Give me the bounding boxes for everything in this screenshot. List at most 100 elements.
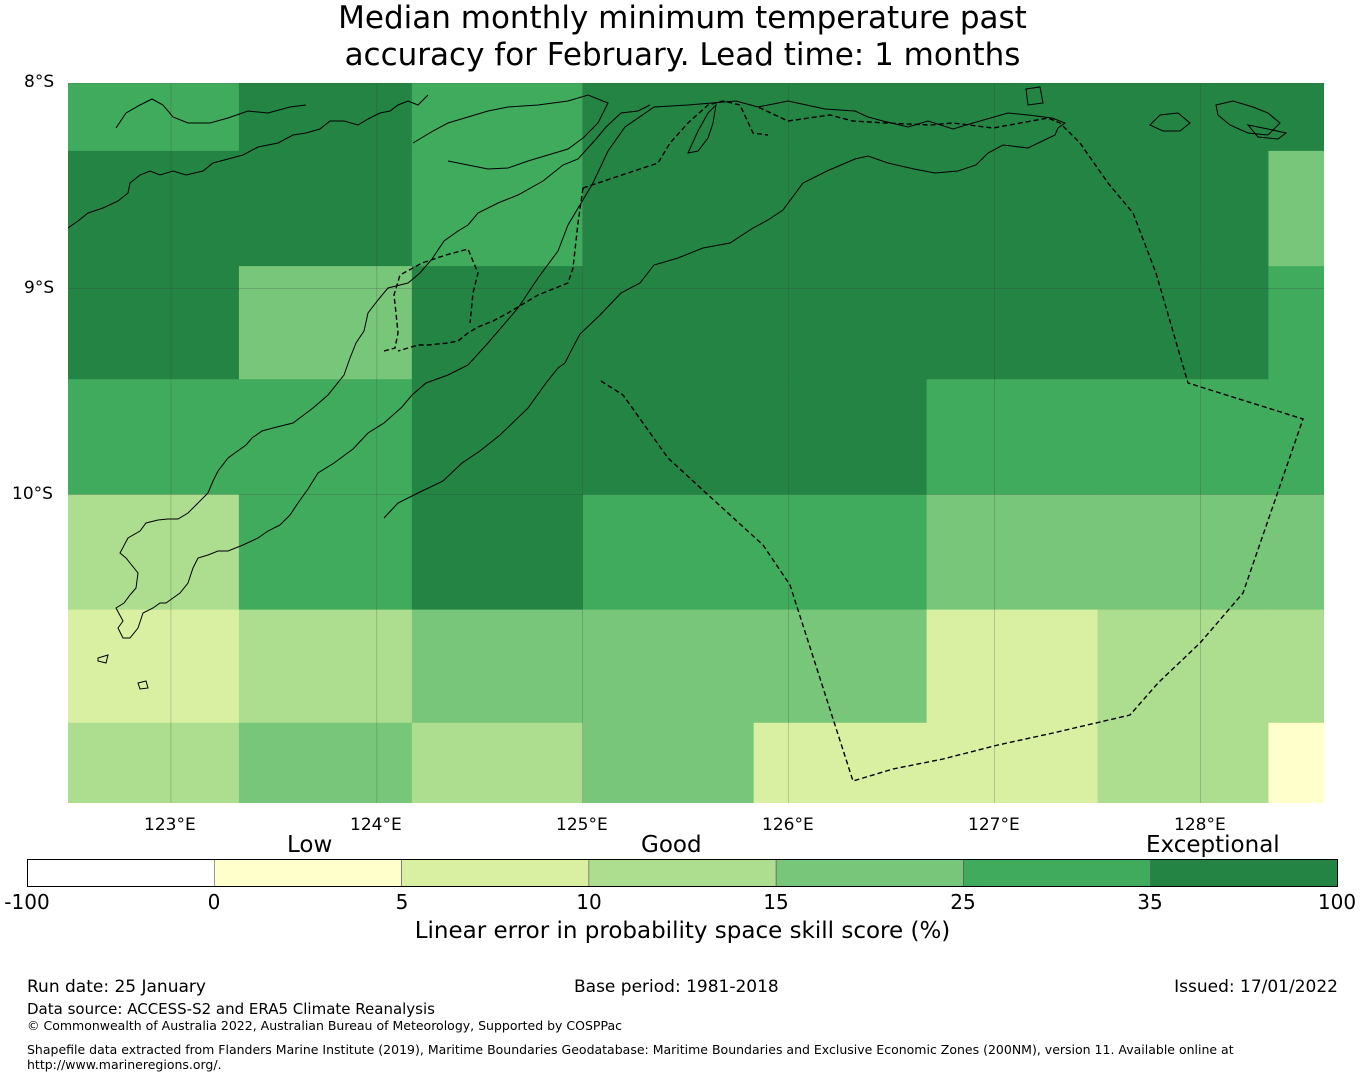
lon-label-123e: 123°E bbox=[144, 815, 196, 835]
colorbar-tick-minus100: -100 bbox=[4, 890, 50, 914]
grid-cell bbox=[1097, 722, 1269, 803]
grid-cell bbox=[582, 266, 755, 380]
atauro-coastline bbox=[687, 103, 717, 154]
colorbar-bin bbox=[213, 859, 402, 887]
chart-title-line-1: Median monthly minimum temperature past bbox=[338, 0, 1027, 36]
grid-cell bbox=[411, 83, 584, 152]
grid-cell bbox=[238, 379, 413, 495]
lon-label-124e: 124°E bbox=[350, 815, 402, 835]
grid-cell bbox=[926, 379, 1099, 495]
grid-cell bbox=[753, 609, 928, 724]
grid-cell bbox=[753, 266, 928, 380]
grid-cell bbox=[753, 722, 928, 803]
lat-label-10s: 10°S bbox=[12, 484, 53, 504]
colorbar-bin bbox=[27, 859, 215, 887]
grid-cell bbox=[582, 150, 755, 267]
grid-cell bbox=[582, 83, 755, 152]
colorbar-bin bbox=[1150, 859, 1338, 887]
grid-cell bbox=[1097, 379, 1269, 495]
eez-boundary-north bbox=[582, 100, 769, 189]
coastlines bbox=[68, 86, 1288, 690]
grid-cell bbox=[1097, 609, 1269, 724]
islet-2 bbox=[1215, 100, 1281, 136]
grid-cell bbox=[1268, 379, 1324, 495]
grid-cell bbox=[68, 379, 240, 495]
grid-cell bbox=[238, 150, 413, 267]
colorbar-tick-10: 10 bbox=[576, 890, 602, 914]
grid-cell bbox=[68, 494, 240, 611]
timor-coastline bbox=[115, 100, 1067, 639]
grid-cell bbox=[753, 150, 928, 267]
category-exceptional: Exceptional bbox=[1146, 832, 1280, 858]
grid-cell bbox=[411, 150, 584, 267]
colorbar-bin bbox=[963, 859, 1152, 887]
lon-label-128e: 128°E bbox=[1174, 815, 1226, 835]
data-source: Data source: ACCESS-S2 and ERA5 Climate … bbox=[27, 1000, 435, 1018]
grid-cell bbox=[1268, 266, 1324, 380]
skill-grid-cells bbox=[68, 83, 1324, 803]
grid-cell bbox=[753, 379, 928, 495]
grid-cell bbox=[238, 266, 413, 380]
grid-cell bbox=[926, 266, 1099, 380]
issued-date: Issued: 17/01/2022 bbox=[1174, 977, 1338, 997]
grid-cell bbox=[582, 609, 755, 724]
colorbar bbox=[27, 859, 1338, 887]
grid-cell bbox=[68, 722, 240, 803]
skill-map bbox=[68, 83, 1324, 803]
grid-cell bbox=[238, 609, 413, 724]
grid-cell bbox=[926, 494, 1099, 611]
wetar-coastline bbox=[412, 94, 609, 170]
run-date: Run date: 25 January bbox=[27, 977, 206, 997]
lat-label-9s: 9°S bbox=[24, 278, 55, 298]
grid-cell bbox=[68, 83, 240, 152]
chart-title: Median monthly minimum temperature past … bbox=[0, 0, 1365, 74]
shapefile-credit-line-1: Shapefile data extracted from Flanders M… bbox=[27, 1042, 1234, 1057]
grid-cell bbox=[926, 722, 1099, 803]
lon-label-126e: 126°E bbox=[762, 815, 814, 835]
grid-cell bbox=[926, 150, 1099, 267]
lon-label-127e: 127°E bbox=[968, 815, 1020, 835]
lat-label-8s: 8°S bbox=[24, 72, 55, 92]
eez-boundary-oecusse bbox=[383, 248, 479, 352]
islet-1 bbox=[1149, 112, 1191, 132]
colorbar-tick-0: 0 bbox=[207, 890, 221, 914]
grid-cell bbox=[411, 722, 584, 803]
base-period: Base period: 1981-2018 bbox=[574, 977, 779, 997]
grid-cell bbox=[68, 266, 240, 380]
chart-title-line-2: accuracy for February. Lead time: 1 mont… bbox=[344, 37, 1021, 73]
category-low: Low bbox=[287, 832, 333, 858]
grid-cell bbox=[1268, 494, 1324, 611]
map-gridlines bbox=[68, 83, 1324, 803]
islet-4 bbox=[1025, 86, 1044, 106]
grid-cell bbox=[926, 83, 1099, 152]
grid-cell bbox=[411, 609, 584, 724]
colorbar-tick-15: 15 bbox=[763, 890, 789, 914]
colorbar-bin bbox=[401, 859, 590, 887]
grid-cell bbox=[582, 494, 755, 611]
colorbar-label: Linear error in probability space skill … bbox=[414, 918, 951, 944]
grid-cell bbox=[1097, 150, 1269, 267]
colorbar-tick-35: 35 bbox=[1137, 890, 1163, 914]
grid-cell bbox=[753, 83, 928, 152]
islet-3 bbox=[1246, 124, 1288, 140]
colorbar-bin bbox=[588, 859, 777, 887]
maritime-boundaries bbox=[383, 100, 1304, 782]
colorbar-tick-5: 5 bbox=[395, 890, 409, 914]
grid-cell bbox=[1268, 83, 1324, 152]
grid-cell bbox=[68, 609, 240, 724]
grid-cell bbox=[238, 494, 413, 611]
grid-cell bbox=[1097, 494, 1269, 611]
colorbar-border bbox=[27, 859, 1338, 887]
rote-coastline bbox=[97, 654, 149, 690]
grid-cell bbox=[68, 150, 240, 267]
grid-cell bbox=[411, 266, 584, 380]
alor-coastline bbox=[115, 98, 307, 129]
eez-boundary-west bbox=[397, 187, 584, 352]
grid-cell bbox=[1268, 609, 1324, 724]
grid-cell bbox=[1097, 266, 1269, 380]
category-good: Good bbox=[641, 832, 702, 858]
grid-cell bbox=[1268, 150, 1324, 267]
colorbar-bin bbox=[775, 859, 964, 887]
grid-cell bbox=[582, 722, 755, 803]
grid-cell bbox=[926, 609, 1099, 724]
